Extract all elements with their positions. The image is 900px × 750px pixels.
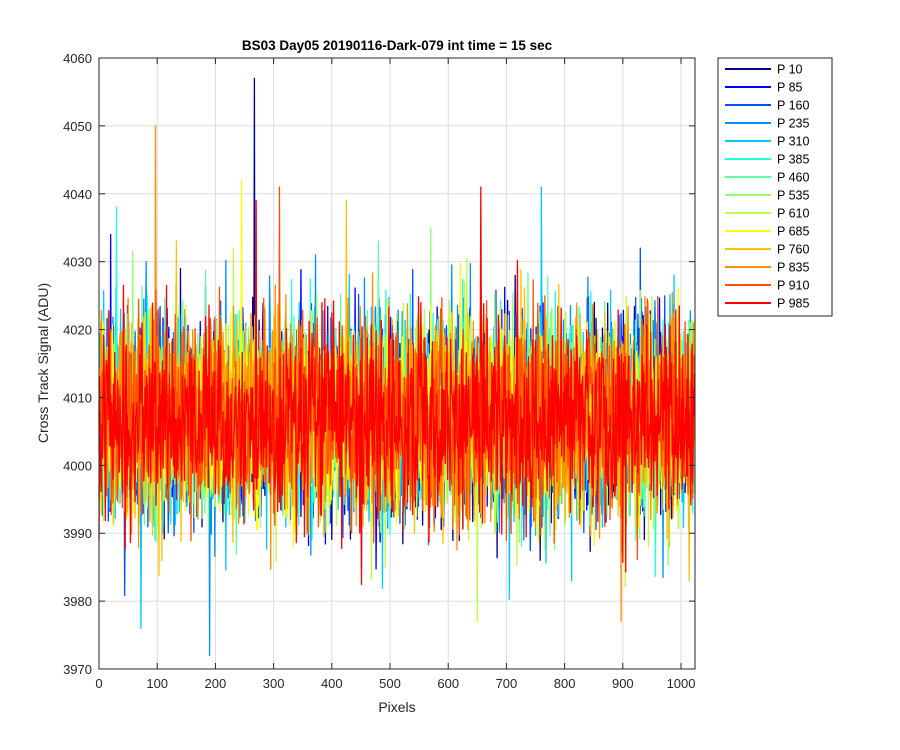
legend: P 10 P 85 P 160 P 235 P 310 P 385 P 460 P 535 P … bbox=[717, 57, 833, 317]
y-tick-label: 4050 bbox=[63, 119, 92, 134]
y-tick-label: 4000 bbox=[63, 458, 92, 473]
y-tick-label: 3970 bbox=[63, 662, 92, 677]
y-tick-label: 3980 bbox=[63, 594, 92, 609]
x-tick-label: 600 bbox=[437, 676, 459, 691]
x-tick-label: 700 bbox=[496, 676, 518, 691]
series-lines bbox=[98, 77, 696, 657]
legend-entry: P 160 bbox=[777, 99, 809, 113]
y-tick-label: 4010 bbox=[63, 390, 92, 405]
legend-entry: P 685 bbox=[777, 225, 809, 239]
legend-entry: P 385 bbox=[777, 153, 809, 167]
x-tick-label: 0 bbox=[95, 676, 102, 691]
y-tick-label: 4060 bbox=[63, 51, 92, 66]
chart-title: BS03 Day05 20190116-Dark-079 int time = … bbox=[242, 38, 553, 53]
x-tick-label: 500 bbox=[379, 676, 401, 691]
legend-entry: P 760 bbox=[777, 243, 809, 257]
legend-entry: P 610 bbox=[777, 207, 809, 221]
y-tick-label: 3990 bbox=[63, 526, 92, 541]
x-tick-label: 100 bbox=[146, 676, 168, 691]
legend-entry: P 460 bbox=[777, 171, 809, 185]
legend-entry: P 310 bbox=[777, 135, 809, 149]
x-tick-label: 800 bbox=[554, 676, 576, 691]
legend-entry: P 535 bbox=[777, 189, 809, 203]
legend-entry: P 985 bbox=[777, 297, 809, 311]
legend-entry: P 85 bbox=[777, 81, 803, 95]
x-axis-label: Pixels bbox=[378, 699, 415, 715]
y-axis-label: Cross Track Signal (ADU) bbox=[35, 283, 51, 443]
x-tick-label: 900 bbox=[612, 676, 634, 691]
legend-entry: P 235 bbox=[777, 117, 809, 131]
y-tick-label: 4040 bbox=[63, 187, 92, 202]
x-tick-label: 400 bbox=[321, 676, 343, 691]
axis-ticks: 0 100 200 300 400 500 600 700 800 900 1000 3970 3980… bbox=[63, 51, 695, 691]
x-tick-label: 1000 bbox=[667, 676, 696, 691]
x-tick-label: 200 bbox=[205, 676, 227, 691]
legend-entry: P 10 bbox=[777, 63, 803, 77]
y-tick-label: 4020 bbox=[63, 323, 92, 338]
legend-entry: P 910 bbox=[777, 279, 809, 293]
x-tick-label: 300 bbox=[263, 676, 285, 691]
series-line-p-985 bbox=[98, 186, 696, 586]
y-tick-label: 4030 bbox=[63, 255, 92, 270]
series-line-p-910 bbox=[98, 186, 696, 561]
legend-entry: P 835 bbox=[777, 261, 809, 275]
plot-frame bbox=[98, 57, 696, 670]
legend-box bbox=[717, 57, 833, 317]
